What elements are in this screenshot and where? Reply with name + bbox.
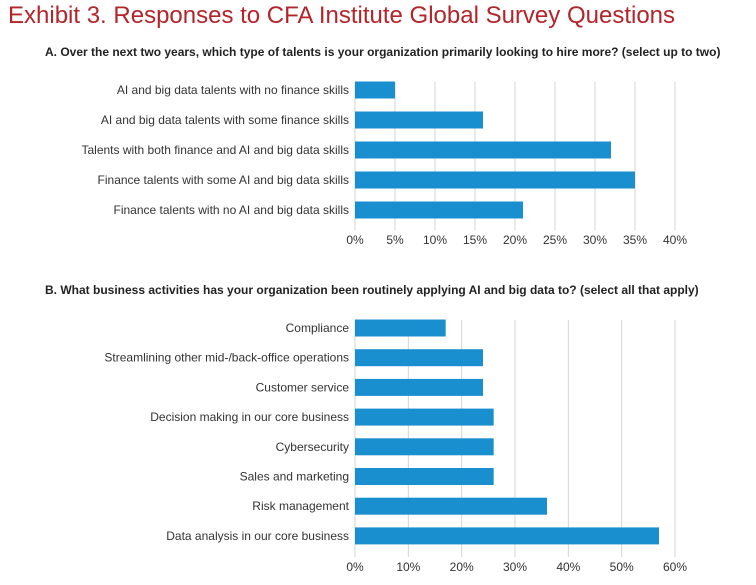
category-label: Finance talents with some AI and big dat… [98, 173, 349, 187]
category-label: Talents with both finance and AI and big… [81, 143, 349, 157]
chart-a: 0% 5% 10% 15% 20% 25% 30% 35% 40% AI and big data… [81, 81, 687, 247]
bar [355, 378, 483, 396]
category-label: Cybersecurity [276, 440, 349, 454]
bar [355, 111, 483, 129]
category-label: Compliance [286, 321, 350, 335]
bar [355, 438, 494, 456]
bar [355, 141, 611, 159]
bar [355, 201, 523, 219]
x-tick-label: 5% [386, 233, 404, 247]
bar [355, 408, 494, 426]
x-tick-label: 35% [623, 233, 647, 247]
bar [355, 81, 395, 99]
x-tick-label: 0% [346, 560, 364, 574]
x-tick-label: 10% [396, 560, 420, 574]
x-tick-label: 50% [610, 560, 634, 574]
category-label: AI and big data talents with some financ… [101, 113, 349, 127]
x-tick-label: 15% [463, 233, 487, 247]
x-tick-label: 60% [663, 560, 687, 574]
bar [355, 319, 446, 337]
category-label: Data analysis in our core business [166, 529, 349, 543]
x-tick-label: 30% [583, 233, 607, 247]
panel-b-title: B. What business activities has your org… [45, 283, 699, 297]
x-tick-label: 30% [503, 560, 527, 574]
category-label: Sales and marketing [240, 470, 349, 484]
exhibit-title: Exhibit 3. Responses to CFA Institute Gl… [8, 2, 676, 29]
bar [355, 349, 483, 367]
x-tick-label: 20% [503, 233, 527, 247]
panel-a-title: A. Over the next two years, which type o… [45, 45, 721, 59]
category-label: AI and big data talents with no finance … [117, 83, 349, 97]
bar [355, 497, 547, 515]
chart-b: 0% 10% 20% 30% 40% 50% 60% Compliance Streamlini… [104, 319, 687, 574]
x-tick-label: 0% [346, 233, 364, 247]
category-label: Risk management [252, 499, 349, 513]
x-tick-label: 10% [423, 233, 447, 247]
category-label: Customer service [256, 380, 350, 394]
bar [355, 527, 659, 545]
x-tick-label: 20% [450, 560, 474, 574]
category-label: Finance talents with no AI and big data … [114, 203, 349, 217]
category-label: Decision making in our core business [150, 410, 349, 424]
x-tick-label: 40% [556, 560, 580, 574]
x-tick-label: 25% [543, 233, 567, 247]
bar [355, 468, 494, 485]
category-label: Streamlining other mid-/back-office oper… [104, 351, 349, 365]
x-tick-label: 40% [663, 233, 687, 247]
bar [355, 171, 635, 189]
